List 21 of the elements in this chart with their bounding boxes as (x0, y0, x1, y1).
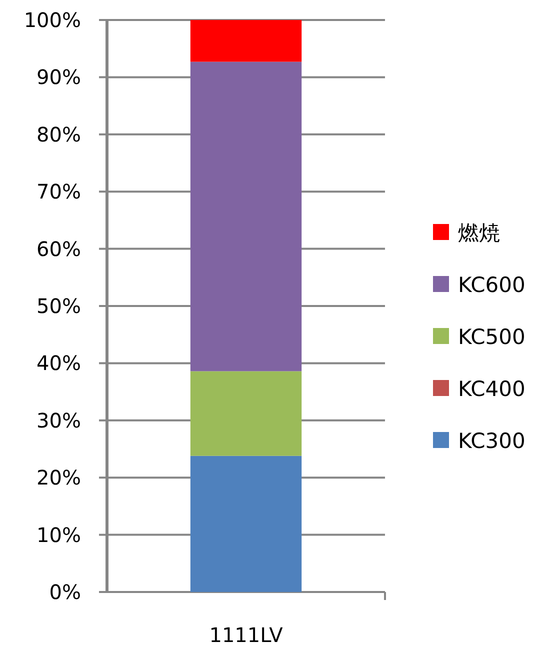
bar (190, 456, 302, 592)
y-tick-label: 30% (36, 408, 81, 432)
legend-label: KC400 (458, 377, 526, 401)
y-tick-label: 100% (24, 8, 81, 32)
y-tick-label: 90% (36, 65, 81, 90)
y-tick-label: 0% (49, 580, 81, 604)
legend-label: KC300 (458, 429, 526, 453)
y-tick-label: 40% (36, 351, 81, 376)
y-tick-label: 10% (36, 522, 81, 547)
y-tick-label: 50% (36, 294, 81, 318)
bar (190, 20, 302, 62)
bar (190, 371, 302, 456)
y-tick-label: 20% (36, 466, 81, 490)
y-tick-label: 70% (36, 180, 81, 204)
legend-label: KC600 (458, 273, 526, 297)
bar (190, 62, 302, 372)
y-tick-label: 80% (36, 122, 81, 146)
legend-label: 燃焼 (458, 221, 500, 245)
x-tick-label: 1111LV (209, 623, 284, 646)
y-tick-label: 60% (36, 236, 81, 261)
legend-label: KC500 (458, 325, 526, 349)
